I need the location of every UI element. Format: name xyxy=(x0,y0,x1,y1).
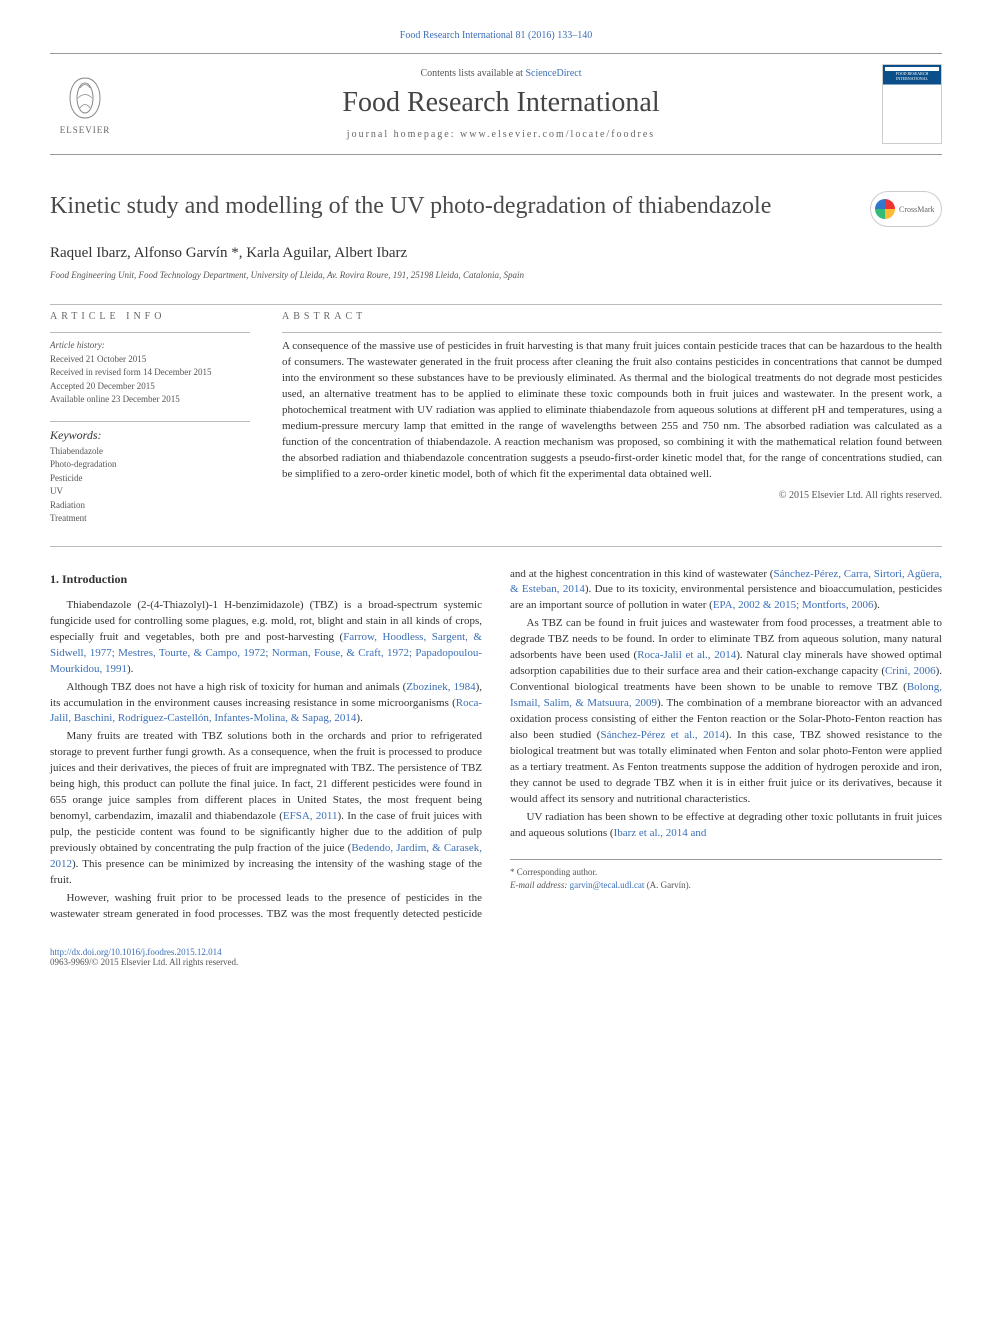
doi-link[interactable]: http://dx.doi.org/10.1016/j.foodres.2015… xyxy=(50,947,222,957)
article-title: Kinetic study and modelling of the UV ph… xyxy=(50,191,870,221)
abstract-label: abstract xyxy=(282,311,942,322)
citation-header: Food Research International 81 (2016) 13… xyxy=(50,30,942,41)
email-link[interactable]: garvin@tecal.udl.cat xyxy=(570,880,645,890)
divider-top xyxy=(50,304,942,305)
body-text: ). xyxy=(356,712,362,724)
footnote-email-label: E-mail address: xyxy=(510,880,570,890)
publisher-logo: ELSEVIER xyxy=(50,64,120,144)
body-text: ). xyxy=(873,599,879,611)
keywords-label: Keywords: xyxy=(50,428,250,443)
abstract-text: A consequence of the massive use of pest… xyxy=(282,339,942,482)
article-history: Article history: Received 21 October 201… xyxy=(50,339,250,407)
body-paragraph: UV radiation has been shown to be effect… xyxy=(510,810,942,842)
section-heading-introduction: 1. Introduction xyxy=(50,571,482,588)
history-accepted: Accepted 20 December 2015 xyxy=(50,380,250,394)
footer-issn-copyright: 0963-9969/© 2015 Elsevier Ltd. All right… xyxy=(50,957,942,967)
homepage-url: www.elsevier.com/locate/foodres xyxy=(460,129,655,140)
keyword: Photo-degradation xyxy=(50,458,250,472)
sciencedirect-link[interactable]: ScienceDirect xyxy=(525,68,581,79)
cover-label: FOOD RESEARCH INTERNATIONAL xyxy=(883,71,941,81)
citation-link[interactable]: EPA, 2002 & 2015; Montforts, 2006 xyxy=(713,599,874,611)
divider-info-1 xyxy=(50,332,250,333)
citation-link[interactable]: Sánchez-Pérez et al., 2014 xyxy=(600,729,725,741)
body-text: Although TBZ does not have a high risk o… xyxy=(67,681,407,693)
journal-cover-thumbnail: FOOD RESEARCH INTERNATIONAL xyxy=(882,64,942,144)
article-info-label: article info xyxy=(50,311,250,322)
crossmark-label: CrossMark xyxy=(899,205,935,214)
citation-link[interactable]: Crini, 2006 xyxy=(885,665,936,677)
contents-prefix: Contents lists available at xyxy=(420,68,525,79)
keyword: Treatment xyxy=(50,512,250,526)
citation-link[interactable]: Ibarz et al., 2014 and xyxy=(614,827,707,839)
citation-link[interactable]: Roca-Jalil et al., 2014 xyxy=(637,649,736,661)
journal-header-bar: ELSEVIER Contents lists available at Sci… xyxy=(50,53,942,155)
affiliation: Food Engineering Unit, Food Technology D… xyxy=(50,270,942,280)
article-body: 1. Introduction Thiabendazole (2-(4-Thia… xyxy=(50,567,942,923)
homepage-label: journal homepage: xyxy=(347,129,460,140)
footnote-corr: * Corresponding author. xyxy=(510,866,942,879)
keyword: Radiation xyxy=(50,499,250,513)
history-online: Available online 23 December 2015 xyxy=(50,393,250,407)
page-footer: http://dx.doi.org/10.1016/j.foodres.2015… xyxy=(50,947,942,967)
journal-name: Food Research International xyxy=(120,87,882,119)
footnote-email-suffix: (A. Garvín). xyxy=(644,880,691,890)
body-text: UV radiation has been shown to be effect… xyxy=(510,811,942,839)
history-label: Article history: xyxy=(50,339,250,353)
body-text: ). This presence can be minimized by inc… xyxy=(50,858,482,886)
keywords-block: Keywords: Thiabendazole Photo-degradatio… xyxy=(50,428,250,526)
authors-list: Raquel Ibarz, Alfonso Garvín *, Karla Ag… xyxy=(50,245,407,261)
citation-link[interactable]: Zbozinek, 1984 xyxy=(406,681,475,693)
divider-abstract xyxy=(282,332,942,333)
divider-info-2 xyxy=(50,421,250,422)
contents-line: Contents lists available at ScienceDirec… xyxy=(120,68,882,79)
body-text: Many fruits are treated with TBZ solutio… xyxy=(50,730,482,822)
history-revised: Received in revised form 14 December 201… xyxy=(50,366,250,380)
body-text: ). xyxy=(127,663,133,675)
keyword: UV xyxy=(50,485,250,499)
crossmark-badge[interactable]: CrossMark xyxy=(870,191,942,227)
crossmark-icon xyxy=(875,199,895,219)
publisher-name: ELSEVIER xyxy=(60,125,111,135)
abstract-copyright: © 2015 Elsevier Ltd. All rights reserved… xyxy=(282,490,942,501)
history-received: Received 21 October 2015 xyxy=(50,353,250,367)
journal-homepage: journal homepage: www.elsevier.com/locat… xyxy=(120,129,882,140)
citation-link[interactable]: EFSA, 2011 xyxy=(283,810,338,822)
authors: Raquel Ibarz, Alfonso Garvín *, Karla Ag… xyxy=(50,245,942,262)
keyword: Pesticide xyxy=(50,472,250,486)
body-paragraph: Although TBZ does not have a high risk o… xyxy=(50,680,482,728)
corresponding-author-footnote: * Corresponding author. E-mail address: … xyxy=(510,859,942,892)
keyword: Thiabendazole xyxy=(50,445,250,459)
divider-bottom xyxy=(50,546,942,547)
body-paragraph: Many fruits are treated with TBZ solutio… xyxy=(50,729,482,888)
body-paragraph: As TBZ can be found in fruit juices and … xyxy=(510,616,942,807)
body-paragraph: Thiabendazole (2-(4-Thiazolyl)-1 H-benzi… xyxy=(50,598,482,678)
